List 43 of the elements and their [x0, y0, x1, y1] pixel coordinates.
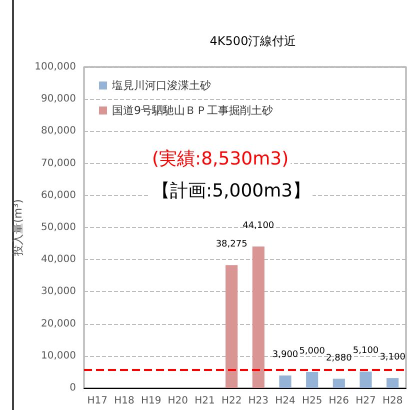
annotation: 【計画:5,000m3】 — [152, 180, 311, 202]
data-label: 38,275 — [216, 240, 248, 250]
x-tick-label: H28 — [382, 396, 403, 406]
bar — [386, 378, 399, 388]
bar — [252, 246, 264, 388]
x-tick-label: H22 — [221, 396, 242, 406]
x-tick-label: H26 — [328, 396, 350, 406]
data-label: 2,880 — [326, 353, 352, 364]
x-tick-label: H27 — [356, 396, 376, 406]
data-label: 5,100 — [352, 346, 379, 356]
y-tick-label: 30,000 — [41, 286, 76, 298]
legend-label: 国道9号駟馳山ＢＰ工事掘削土砂 — [112, 104, 273, 117]
data-label: 3,900 — [272, 350, 298, 360]
x-tick-label: H19 — [140, 396, 162, 406]
data-label: 5,000 — [299, 346, 326, 356]
bar — [279, 375, 292, 388]
x-tick-label: H21 — [194, 396, 215, 406]
y-tick-label: 100,000 — [34, 62, 76, 72]
y-axis-title: 投入量(m³) — [12, 199, 25, 257]
y-tick-label: 20,000 — [41, 318, 76, 330]
x-tick-label: H23 — [248, 396, 269, 406]
y-tick-label: 0 — [70, 382, 76, 394]
x-tick-label: H18 — [114, 396, 134, 406]
bar — [360, 372, 372, 388]
y-tick-label: 10,000 — [41, 350, 76, 362]
data-label: 44,100 — [242, 220, 274, 231]
y-tick-label: 60,000 — [41, 190, 76, 201]
y-tick-label: 40,000 — [41, 254, 76, 266]
y-tick-label: 90,000 — [41, 94, 76, 105]
x-tick-label: H25 — [302, 396, 322, 406]
bar — [226, 265, 238, 388]
y-tick-label: 70,000 — [41, 158, 76, 169]
x-tick-label: H20 — [168, 396, 188, 406]
y-tick-label: 80,000 — [41, 126, 76, 137]
x-tick-label: H17 — [87, 396, 108, 406]
y-tick-label: 50,000 — [41, 222, 76, 233]
data-label: 3,100 — [380, 352, 406, 363]
x-tick-label: H24 — [275, 396, 296, 406]
chart-title: 4K500汀線付近 — [210, 34, 296, 48]
bar — [332, 378, 345, 388]
bar — [306, 372, 318, 388]
legend-label: 塩見川河口浚渫土砂 — [111, 79, 211, 92]
annotation: (実績:8,530m3) — [152, 148, 289, 170]
